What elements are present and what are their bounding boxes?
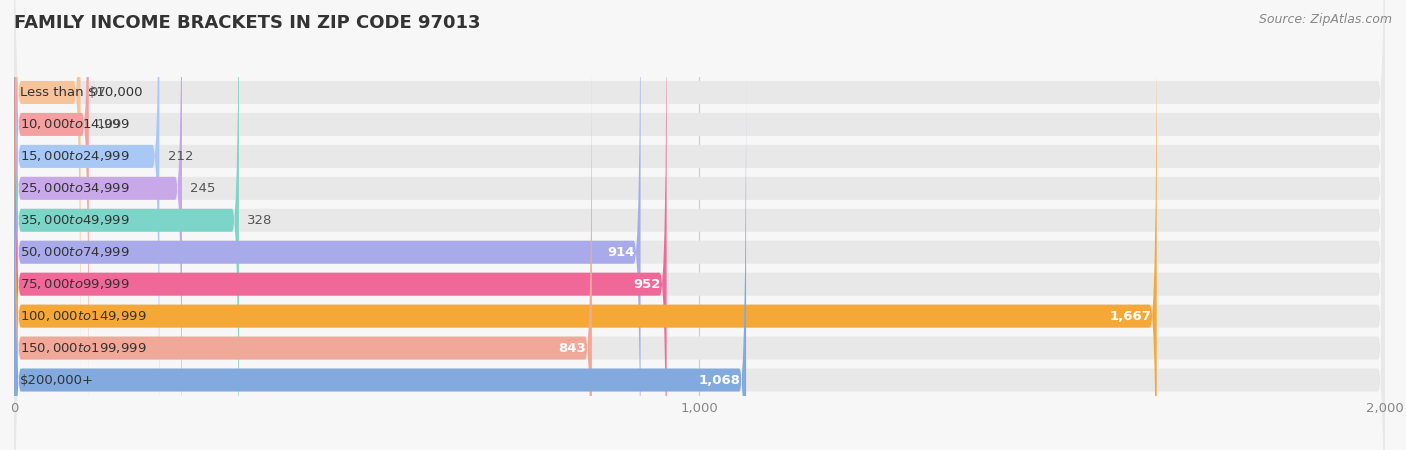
Text: 109: 109 — [97, 118, 122, 131]
FancyBboxPatch shape — [14, 0, 1385, 450]
FancyBboxPatch shape — [14, 0, 159, 450]
FancyBboxPatch shape — [14, 0, 1385, 450]
Text: 97: 97 — [89, 86, 105, 99]
FancyBboxPatch shape — [14, 72, 747, 450]
Text: 328: 328 — [247, 214, 273, 227]
Text: Less than $10,000: Less than $10,000 — [20, 86, 142, 99]
Text: FAMILY INCOME BRACKETS IN ZIP CODE 97013: FAMILY INCOME BRACKETS IN ZIP CODE 97013 — [14, 14, 481, 32]
FancyBboxPatch shape — [14, 0, 181, 450]
FancyBboxPatch shape — [14, 0, 641, 450]
Text: 212: 212 — [167, 150, 193, 163]
Text: 843: 843 — [558, 342, 586, 355]
FancyBboxPatch shape — [14, 0, 666, 450]
FancyBboxPatch shape — [14, 40, 1385, 450]
Text: 1,068: 1,068 — [699, 374, 741, 387]
FancyBboxPatch shape — [14, 0, 239, 450]
Text: Source: ZipAtlas.com: Source: ZipAtlas.com — [1258, 14, 1392, 27]
Text: $15,000 to $24,999: $15,000 to $24,999 — [20, 149, 129, 163]
Text: 914: 914 — [607, 246, 636, 259]
FancyBboxPatch shape — [14, 0, 80, 400]
FancyBboxPatch shape — [14, 8, 1157, 450]
Text: $100,000 to $149,999: $100,000 to $149,999 — [20, 309, 146, 323]
Text: $50,000 to $74,999: $50,000 to $74,999 — [20, 245, 129, 259]
FancyBboxPatch shape — [14, 40, 592, 450]
Text: 952: 952 — [634, 278, 661, 291]
Text: $200,000+: $200,000+ — [20, 374, 94, 387]
Text: 245: 245 — [190, 182, 215, 195]
FancyBboxPatch shape — [14, 0, 1385, 450]
Text: $25,000 to $34,999: $25,000 to $34,999 — [20, 181, 129, 195]
Text: $75,000 to $99,999: $75,000 to $99,999 — [20, 277, 129, 291]
Text: $10,000 to $14,999: $10,000 to $14,999 — [20, 117, 129, 131]
FancyBboxPatch shape — [14, 0, 1385, 432]
FancyBboxPatch shape — [14, 72, 1385, 450]
Text: 1,667: 1,667 — [1109, 310, 1152, 323]
FancyBboxPatch shape — [14, 0, 89, 432]
FancyBboxPatch shape — [14, 8, 1385, 450]
FancyBboxPatch shape — [14, 0, 1385, 450]
FancyBboxPatch shape — [14, 0, 1385, 450]
Text: $35,000 to $49,999: $35,000 to $49,999 — [20, 213, 129, 227]
Text: $150,000 to $199,999: $150,000 to $199,999 — [20, 341, 146, 355]
FancyBboxPatch shape — [14, 0, 1385, 400]
